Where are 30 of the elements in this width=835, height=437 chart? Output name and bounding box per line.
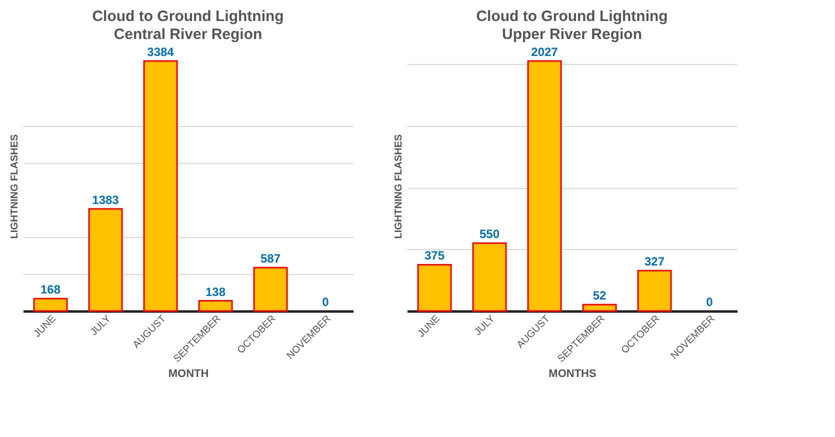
bar — [88, 208, 123, 312]
chart-title: Cloud to Ground Lightning — [92, 8, 284, 25]
data-label: 52 — [592, 288, 606, 303]
chart-title: Cloud to Ground Lightning — [476, 8, 668, 25]
chart-subtitle: Upper River Region — [502, 26, 642, 43]
x-axis-title: MONTH — [168, 368, 209, 380]
chart-subtitle: Central River Region — [114, 26, 262, 43]
data-label: 375 — [424, 248, 445, 263]
data-label: 0 — [322, 295, 330, 309]
bar — [582, 304, 617, 312]
data-label: 1383 — [92, 192, 120, 207]
data-label: 3384 — [147, 45, 174, 59]
data-label: 327 — [644, 254, 665, 269]
bar — [253, 266, 288, 312]
data-label: 587 — [260, 252, 281, 266]
data-label: 2027 — [531, 45, 558, 59]
bar — [417, 264, 452, 312]
bar — [198, 300, 233, 312]
data-label: 550 — [479, 227, 500, 242]
bar — [472, 242, 507, 312]
y-axis-title: LIGHTNING FLASHES — [394, 134, 404, 239]
data-label: 168 — [40, 282, 61, 297]
data-label: 0 — [706, 295, 714, 309]
x-axis-title: MONTHS — [548, 368, 596, 380]
bar — [527, 60, 562, 312]
y-axis-title: LIGHTNING FLASHES — [10, 134, 20, 239]
bar — [33, 298, 68, 312]
data-label: 138 — [205, 284, 226, 299]
bar — [637, 270, 672, 312]
bar — [143, 60, 178, 312]
